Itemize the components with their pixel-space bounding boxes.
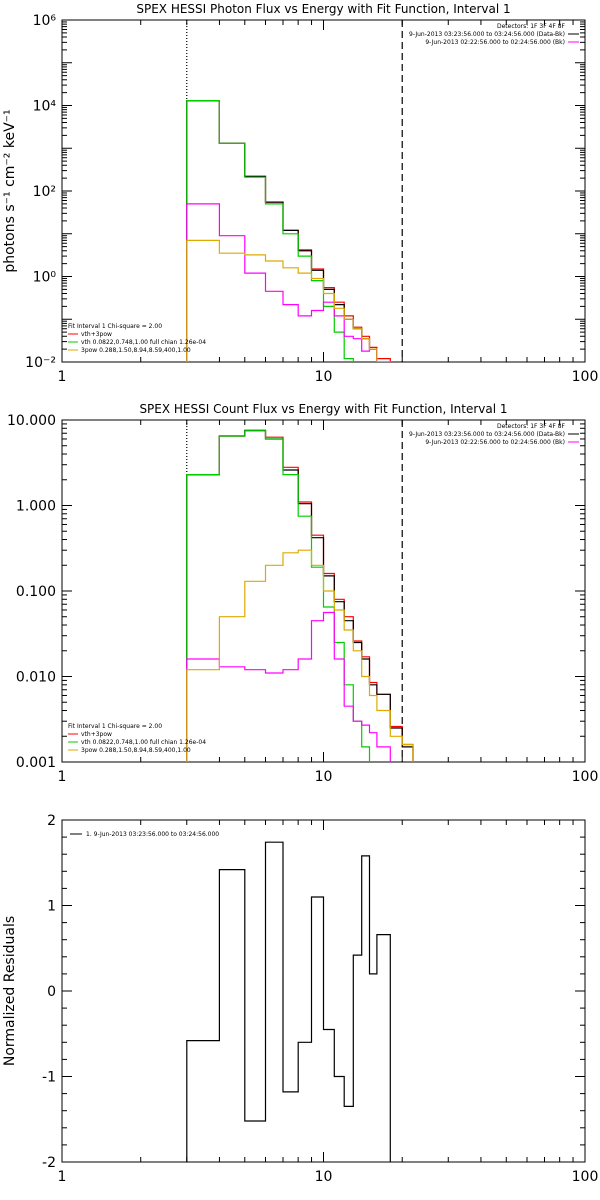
x-tick-label: 100 (572, 769, 599, 785)
y-tick-label: 10.000 (7, 413, 56, 429)
series-line-2 (186, 430, 414, 762)
series-line-5 (186, 549, 414, 762)
time-interval-label: 9-Jun-2013 02:22:56.000 to 02:24:56.000 … (425, 439, 565, 446)
x-tick-label: 10 (315, 1169, 333, 1185)
series-group (186, 841, 391, 1162)
legend-entry: vth 0.0822,0.748,1.00 full chian 1.26e-0… (81, 339, 206, 346)
y-tick-label: 0.010 (16, 670, 56, 686)
y-tick-label: 10⁰ (33, 270, 57, 286)
series-line-3 (186, 430, 371, 762)
y-tick-label: 2 (47, 813, 56, 829)
y-tick-label: 10² (33, 184, 56, 200)
y-tick-label: 1.000 (16, 499, 56, 515)
detectors-label: Detectors: 1F 3F 4F 8F (497, 23, 566, 30)
chart-panel-1: SPEX HESSI Photon Flux vs Energy with Fi… (2, 2, 599, 385)
legend-entry: vth+3pow (81, 331, 112, 338)
legend-entry: vth+3pow (81, 731, 112, 738)
x-tick-label: 10 (315, 769, 333, 785)
chart-panel-2: SPEX HESSI Count Flux vs Energy with Fit… (7, 402, 599, 785)
time-interval-label: 9-Jun-2013 02:22:56.000 to 02:24:56.000 … (425, 39, 565, 46)
series-line-4 (186, 611, 391, 762)
y-tick-label: 10⁴ (33, 99, 57, 115)
y-axis-label: photons s⁻¹ cm⁻² keV⁻¹ (2, 109, 18, 272)
y-tick-label: -2 (42, 1155, 56, 1171)
legend-entry: vth 0.0822,0.748,1.00 full chian 1.26e-0… (81, 739, 206, 746)
y-tick-label: 1 (47, 899, 56, 915)
x-tick-label: 1 (58, 769, 67, 785)
series-line-1 (186, 841, 391, 1162)
x-tick-label: 1 (58, 369, 67, 385)
x-tick-label: 1 (58, 1169, 67, 1185)
legend-entry: 3pow 0.288,1.50,8.94,8.59,400,1.00 (81, 347, 191, 354)
series-line-5 (186, 239, 391, 362)
series-line-1 (186, 429, 414, 762)
x-tick-label: 100 (572, 1169, 599, 1185)
chart-title: SPEX HESSI Photon Flux vs Energy with Fi… (136, 2, 510, 16)
y-tick-label: 10⁶ (33, 13, 57, 29)
y-tick-label: 0 (47, 984, 56, 1000)
chart-title: SPEX HESSI Count Flux vs Energy with Fit… (139, 402, 507, 416)
y-axis-label: Normalized Residuals (2, 916, 18, 1066)
x-tick-label: 10 (315, 369, 333, 385)
series-group (186, 100, 391, 362)
series-group (186, 429, 414, 762)
series-line-3 (186, 100, 354, 362)
y-tick-label: 0.100 (16, 584, 56, 600)
detectors-label: Detectors: 1F 3F 4F 8F (497, 423, 566, 430)
time-interval-label: 9-Jun-2013 03:23:56.000 to 03:24:56.000 … (409, 431, 565, 438)
legend-title: Fit Interval 1 Chi-square = 2.00 (68, 323, 162, 330)
x-tick-label: 100 (572, 369, 599, 385)
legend-title: Fit Interval 1 Chi-square = 2.00 (68, 723, 162, 730)
legend-entry: 3pow 0.288,1.50,8.94,8.59,400,1.00 (81, 747, 191, 754)
legend-entry: 1. 9-Jun-2013 03:23:56.000 to 03:24:56.0… (86, 831, 219, 838)
y-tick-label: 10⁻² (25, 355, 56, 371)
y-tick-label: 0.001 (16, 755, 56, 771)
time-interval-label: 9-Jun-2013 03:23:56.000 to 03:24:56.000 … (409, 31, 565, 38)
y-tick-label: -1 (42, 1070, 56, 1086)
chart-panel-3: 1 10 100 -2 -1 0 1 2 Normalized Residuals 1. 9-Ju… (2, 813, 598, 1185)
